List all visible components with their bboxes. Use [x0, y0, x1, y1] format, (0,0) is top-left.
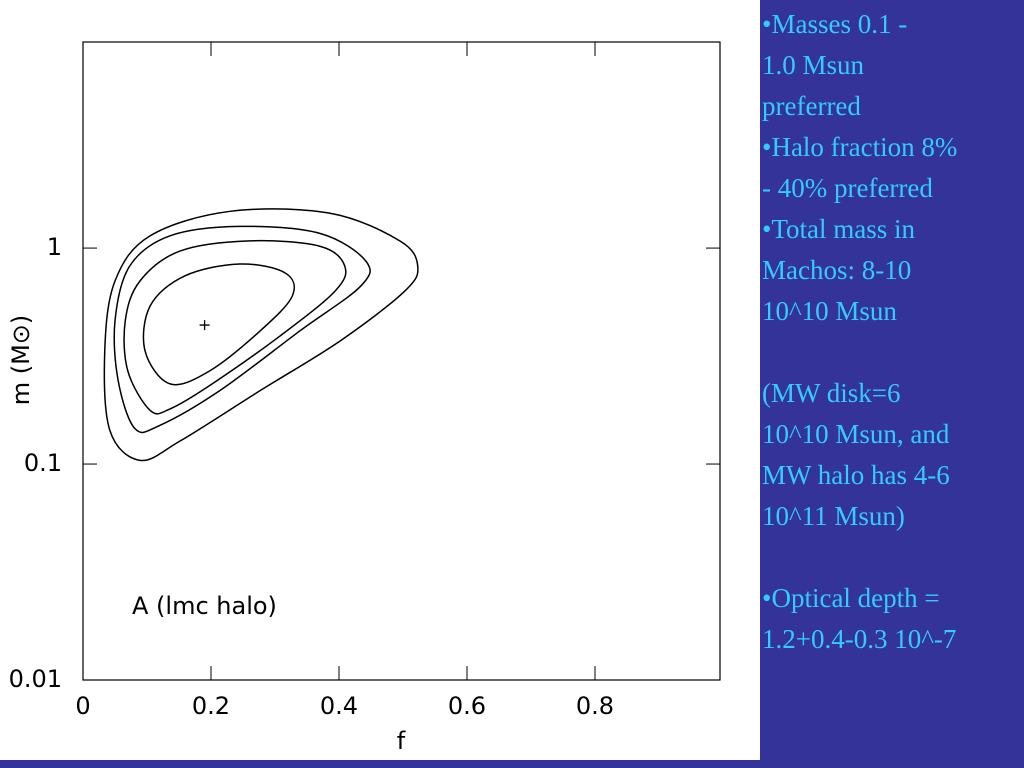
best-fit-marker [199, 320, 210, 331]
x-tick-label: 0.2 [192, 692, 230, 720]
y-tick-label: 0.1 [24, 449, 62, 477]
y-axis-label: m (M⊙) [7, 315, 35, 406]
y-tick-label: 0.01 [9, 665, 62, 693]
slide-text-line: Machos: 8-10 [762, 255, 911, 285]
slide-text-line: - 40% preferred [762, 173, 933, 203]
plot: f m (M⊙) A (lmc halo) 0 0.2 0.4 0.6 0.8 0.01 0… [7, 41, 721, 755]
x-axis-label: f [397, 727, 406, 755]
figure-panel [0, 0, 760, 760]
slide-text-line: •Optical depth = [762, 583, 940, 613]
slide-text-line: MW halo has 4-6 [762, 460, 950, 490]
slide-text-line: •Halo fraction 8% [762, 132, 957, 162]
slide-text-line: •Masses 0.1 - [762, 9, 907, 39]
x-tick-label: 0.4 [320, 692, 358, 720]
slide-text-line: 1.0 Msun [762, 50, 865, 80]
x-tick-label: 0.6 [448, 692, 486, 720]
x-tick-label: 0.8 [576, 692, 614, 720]
slide-text-line: 10^10 Msun, and [762, 419, 950, 449]
slide-text-line: (MW disk=6 [762, 378, 900, 408]
slide-text-line: 1.2+0.4-0.3 10^-7 [762, 624, 956, 654]
plot-frame [82, 41, 721, 681]
slide-text-line: 10^10 Msun [762, 296, 897, 326]
contour [103, 208, 419, 462]
slide-text-line: preferred [762, 91, 861, 121]
annotation: A (lmc halo) [132, 592, 277, 620]
slide-text: •Masses 0.1 - 1.0 Msun preferred •Halo frac… [762, 9, 957, 654]
contour [123, 239, 347, 415]
slide-text-line: •Total mass in [762, 214, 916, 244]
slide-text-line: 10^11 Msun) [762, 501, 905, 531]
contour [113, 225, 371, 434]
x-tick-label: 0 [75, 692, 90, 720]
y-tick-label: 1 [47, 233, 62, 261]
contour [142, 263, 295, 386]
